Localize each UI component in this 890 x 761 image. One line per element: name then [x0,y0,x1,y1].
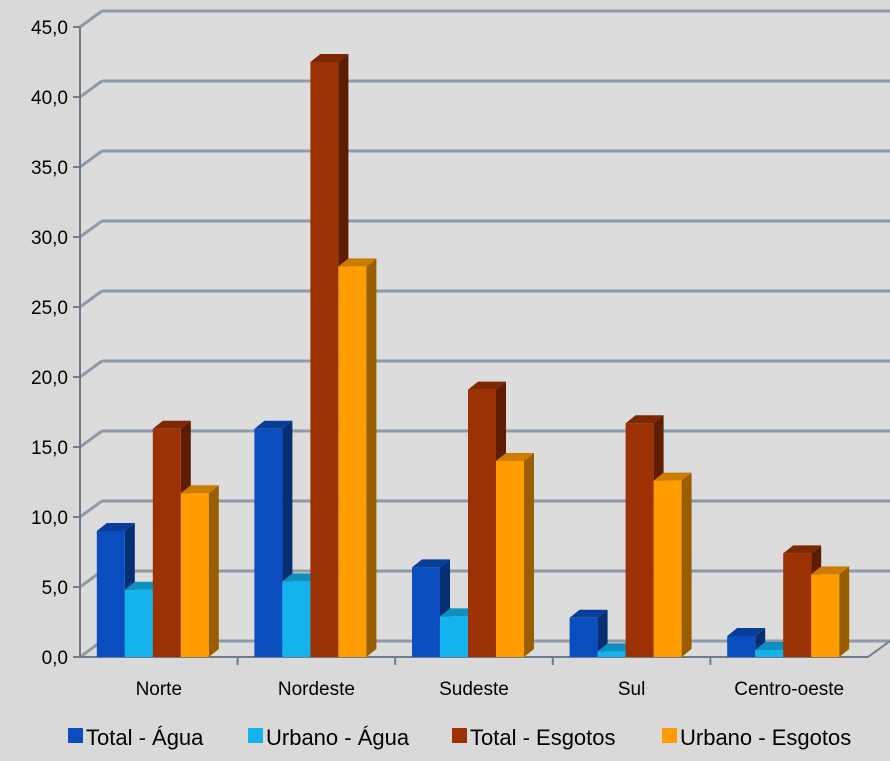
bar [338,258,377,657]
bar-front [338,266,367,657]
gridline-diagonal [79,9,103,29]
x-category-label: Norte [136,679,182,700]
bar-top [254,420,293,429]
y-tick-label: 20,0 [31,368,68,389]
bar-front [468,389,496,657]
bar-top [152,420,191,429]
y-tick-label: 45,0 [31,18,68,39]
legend-label: Urbano - Água [266,725,410,750]
x-category-label: Sul [618,679,645,700]
legend-entry: Urbano - Água [248,725,410,750]
y-tick-label: 25,0 [31,298,68,319]
bar-front [811,574,840,657]
bar-front [496,461,524,657]
legend-label: Urbano - Esgotos [680,725,851,750]
y-tick-label: 0,0 [42,648,68,669]
bar-front [282,581,311,657]
bar-front [180,493,209,657]
bar-front [310,62,339,657]
legend-entry: Total - Esgotos [452,725,616,750]
x-category-label: Nordeste [278,679,355,700]
legend: Total - Água Urbano - Água Total - Esgotos… [68,725,851,750]
bar-side [597,609,608,657]
bar-front [96,531,125,657]
bar-front [653,480,682,657]
bar-top [625,415,664,424]
bar-side [208,485,219,657]
y-tick-label: 5,0 [42,578,68,599]
gridline-diagonal [79,359,103,379]
bar-front [152,428,181,657]
legend-label: Total - Esgotos [470,725,616,750]
y-tick-label: 10,0 [31,508,68,529]
y-tick-label: 40,0 [31,88,68,109]
bar-top [310,54,349,62]
bar-front [440,616,468,657]
gridline-diagonal [79,219,103,239]
bar [496,453,534,657]
legend-entry: Urbano - Esgotos [662,725,851,750]
bar-front [124,589,153,657]
y-tick-label: 35,0 [31,158,68,179]
gridline-diagonal [79,289,103,309]
legend-swatch [452,728,467,743]
y-tick-label: 30,0 [31,228,68,249]
bar-top [569,609,608,618]
bar [569,609,608,657]
legend-label: Total - Água [86,725,204,750]
gridline-diagonal [79,149,103,169]
x-category-label: Centro-oeste [734,679,844,700]
bar-side [524,453,534,657]
bar [811,566,850,657]
bar-top [96,523,135,531]
bar [180,485,219,657]
legend-entry: Total - Água [68,725,204,750]
y-tick-label: 15,0 [31,438,68,459]
gridline-diagonal [79,79,103,99]
bar-side [366,258,377,657]
bar-front [569,617,598,657]
bar-front [727,636,756,657]
legend-swatch [662,728,677,743]
legend-swatch [68,728,83,743]
legend-swatch [248,728,263,743]
bar-top [180,485,219,494]
bar-top [338,258,377,267]
bar-top [412,559,450,568]
bar-front [625,423,654,657]
bar-top [468,381,506,390]
x-category-label: Sudeste [439,679,509,700]
bar-front [254,428,283,657]
x-axis-depth-line [867,640,890,658]
bar-side [681,472,692,657]
bar-top [727,628,766,636]
bar-top [496,453,534,461]
bar-top [653,472,692,481]
bars [96,54,850,657]
bar [653,472,692,657]
bar-front [597,651,626,657]
bar-front [783,553,812,657]
y-axis: 0,0 5,0 10,0 15,0 20,0 25,0 30,0 35,0 40,0 45,0 [31,18,81,669]
bar-top [783,545,822,554]
bar-side [839,566,850,657]
gridline-diagonal [79,499,103,519]
bar-front [755,650,784,657]
bar-top [811,566,850,575]
gridline-diagonal [79,429,103,449]
bar-front [412,567,440,657]
